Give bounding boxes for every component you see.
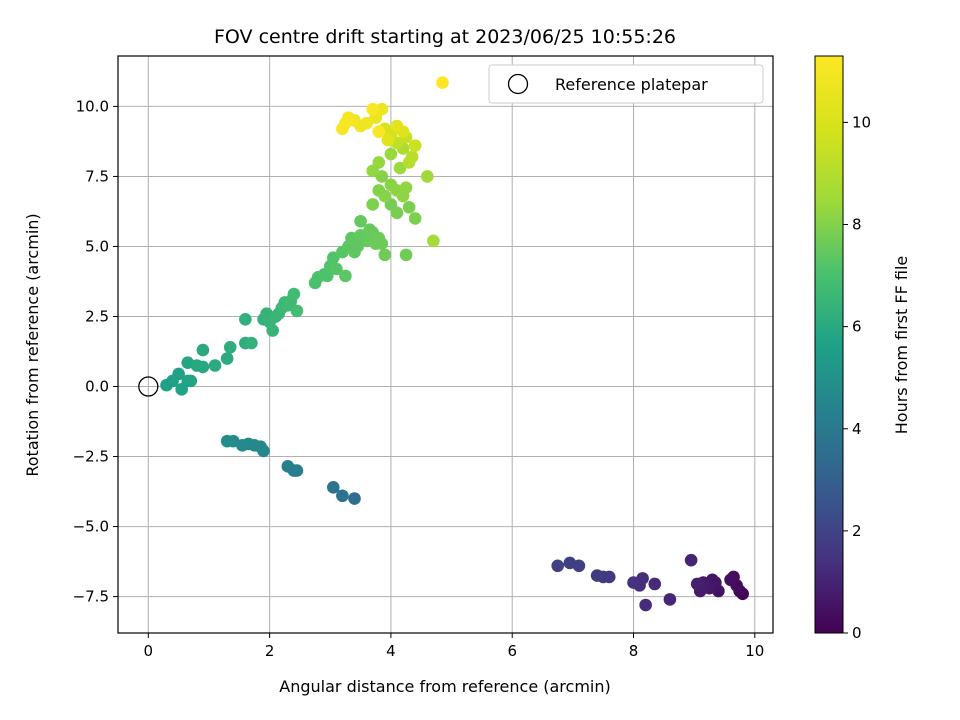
- data-point: [339, 269, 352, 283]
- colorbar-ticks: 0 2 4 6 8 10: [843, 113, 871, 642]
- y-tick-label: 0.0: [85, 378, 109, 396]
- data-point: [281, 460, 295, 473]
- y-tick-label: 2.5: [85, 307, 109, 325]
- data-point: [208, 359, 222, 372]
- y-tick-label: −2.5: [73, 448, 109, 466]
- data-point: [399, 181, 413, 194]
- data-point: [220, 352, 234, 365]
- data-point: [405, 150, 419, 164]
- data-point: [330, 262, 343, 276]
- data-point: [684, 553, 698, 567]
- data-point: [384, 147, 398, 161]
- data-point: [320, 269, 334, 283]
- data-point: [266, 324, 279, 337]
- data-point: [690, 577, 704, 591]
- data-point: [390, 119, 404, 133]
- x-tick-label: 0: [144, 642, 154, 660]
- data-point: [402, 200, 416, 214]
- data-point: [184, 374, 198, 388]
- data-point: [563, 556, 577, 570]
- data-point: [372, 156, 386, 169]
- data-point: [196, 360, 210, 374]
- colorbar-gradient: [814, 55, 844, 634]
- y-tick-label: −5.0: [73, 518, 109, 536]
- data-point: [408, 212, 422, 225]
- data-point: [436, 76, 449, 89]
- data-point: [245, 336, 258, 350]
- legend-reference-marker: [507, 73, 529, 95]
- chart-title: FOV centre drift starting at 2023/06/25 …: [214, 26, 676, 48]
- data-point: [351, 240, 364, 253]
- legend-entry-reference: Reference platepar: [555, 75, 708, 94]
- data-point: [375, 237, 389, 250]
- data-point: [196, 343, 210, 357]
- y-axis-label: Rotation from reference (arcmin): [23, 213, 42, 476]
- data-point: [348, 492, 361, 505]
- x-tick-label: 8: [629, 642, 639, 660]
- data-point: [354, 214, 367, 228]
- data-point: [366, 102, 380, 116]
- legend-box: [488, 64, 764, 104]
- data-point: [639, 598, 652, 612]
- colorbar-tick-label: 4: [852, 420, 862, 438]
- data-point: [421, 170, 434, 183]
- data-point: [393, 161, 407, 175]
- y-tick-label: −7.5: [73, 588, 109, 606]
- colorbar: 0 2 4 6 8 10 Hours from first FF file: [814, 55, 911, 642]
- data-point: [327, 251, 340, 264]
- x-axis-ticks: 0 2 4 6 8 10: [144, 633, 764, 660]
- colorbar-tick-label: 0: [852, 624, 862, 642]
- data-point: [375, 170, 389, 183]
- plot-area-frame: [117, 55, 774, 634]
- reference-platepar-marker: [138, 376, 159, 397]
- data-point: [551, 559, 564, 573]
- x-tick-label: 10: [745, 642, 764, 660]
- data-point: [381, 133, 395, 147]
- data-point: [663, 593, 677, 606]
- data-point: [724, 573, 737, 587]
- y-tick-label: 10.0: [76, 97, 109, 115]
- data-point: [223, 341, 237, 354]
- data-point: [390, 206, 404, 220]
- data-point: [427, 234, 440, 248]
- data-point: [408, 139, 422, 152]
- x-tick-label: 4: [386, 642, 396, 660]
- data-point: [327, 481, 340, 494]
- data-point: [590, 569, 604, 582]
- x-tick-label: 2: [265, 642, 275, 660]
- y-tick-label: 5.0: [85, 237, 109, 255]
- data-point: [378, 189, 392, 203]
- data-point: [627, 576, 640, 589]
- colorbar-tick-label: 6: [852, 318, 862, 336]
- data-point: [648, 577, 662, 591]
- data-point: [287, 287, 301, 301]
- colorbar-tick-label: 8: [852, 216, 862, 234]
- data-point: [375, 102, 389, 116]
- data-point: [378, 248, 392, 262]
- data-point: [172, 367, 185, 381]
- data-point: [336, 489, 349, 503]
- data-point: [220, 434, 234, 448]
- data-point: [239, 312, 252, 326]
- colorbar-tick-label: 10: [852, 113, 871, 131]
- y-tick-label: 7.5: [85, 167, 109, 185]
- data-point: [366, 198, 380, 211]
- data-point: [290, 304, 304, 318]
- data-point: [399, 248, 413, 262]
- gridlines: [118, 56, 773, 633]
- y-axis-ticks: −7.5 −5.0 −2.5 0.0 2.5 5.0 7.5 10.0: [73, 97, 118, 606]
- x-axis-label: Angular distance from reference (arcmin): [279, 677, 610, 696]
- data-point: [339, 116, 352, 130]
- colorbar-label: Hours from first FF file: [892, 256, 911, 435]
- data-points: [160, 76, 749, 612]
- x-tick-label: 6: [507, 642, 517, 660]
- data-point: [372, 125, 386, 138]
- colorbar-tick-label: 2: [852, 522, 862, 540]
- legend: Reference platepar: [488, 64, 764, 104]
